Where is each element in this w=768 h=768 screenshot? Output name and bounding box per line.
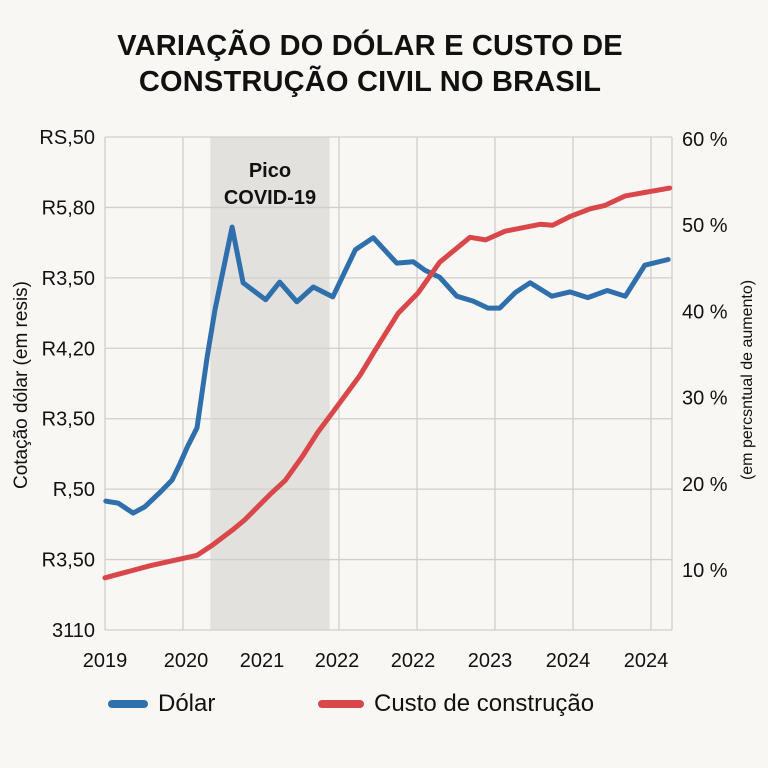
title-line-1: VARIAÇÃO DO DÓLAR E CUSTO DE: [117, 30, 623, 62]
dolar-line: [103, 224, 671, 516]
legend-label-dolar: Dólar: [158, 690, 216, 717]
x-tick-label: 2021: [240, 650, 285, 672]
y-right-tick-label: 30 %: [682, 388, 728, 410]
legend-item-custo: Custo de construção: [318, 690, 594, 718]
x-tick-label: 2020: [164, 650, 209, 672]
legend-label-custo: Custo de construção: [374, 690, 595, 717]
x-tick-label: 2024: [624, 650, 669, 672]
annotation-line-1: Pico: [249, 160, 291, 182]
title-line-2: CONSTRUÇÃO CIVIL NO BRASIL: [138, 66, 602, 98]
y-right-tick-label: 50 %: [682, 215, 728, 237]
y-left-tick-label: R5,80: [42, 197, 95, 219]
covid-shade: [210, 137, 330, 630]
x-tick-label: 2022: [391, 650, 436, 672]
y-right-tick-label: 10 %: [682, 560, 728, 582]
y-left-tick-label: 3110: [52, 620, 95, 642]
y-right-tick-label: 40 %: [682, 301, 728, 323]
y-left-tick-label: R4,20: [42, 338, 95, 360]
y-left-tick-label: R3,50: [42, 550, 95, 572]
y-left-axis-label: Cotação dólar (em resis): [11, 281, 32, 489]
x-tick-label: 2024: [546, 650, 591, 672]
x-tick-label: 2023: [468, 650, 513, 672]
y-right-tick-label: 60 %: [682, 129, 728, 151]
custo-construcao-line: [102, 185, 673, 581]
y-left-tick-label: R3,50: [42, 268, 95, 290]
legend-swatch-custo: [318, 700, 364, 708]
y-right-axis-label: (em percsntual de aumento): [739, 280, 756, 480]
y-right-tick-label: 20 %: [682, 474, 728, 496]
annotation-line-2: COVID-19: [224, 187, 316, 209]
x-tick-label: 2019: [83, 650, 128, 672]
x-tick-label: 2022: [315, 650, 360, 672]
legend-swatch-dolar: [108, 700, 148, 708]
chart-title: VARIAÇÃO DO DÓLAR E CUSTO DE CONSTRUÇÃO …: [0, 28, 740, 100]
y-left-tick-label: RS,50: [39, 127, 95, 149]
y-left-tick-label: R,50: [53, 479, 95, 501]
y-left-tick-label: R3,50: [42, 409, 95, 431]
legend-item-dolar: Dólar: [108, 690, 215, 718]
